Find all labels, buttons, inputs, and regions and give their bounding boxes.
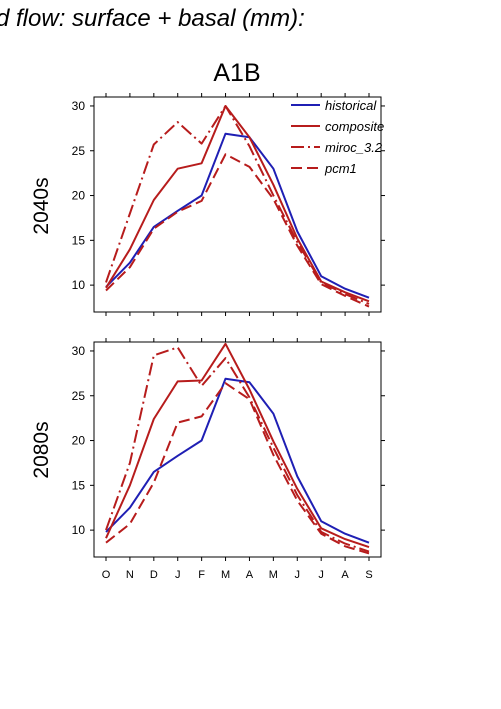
- y-tick-label: 25: [72, 389, 86, 403]
- series-line-composite: [105, 342, 370, 549]
- series-line-pcm1: [105, 153, 370, 308]
- x-tick-label: J: [175, 569, 181, 581]
- panel-2040s: 2040s 10 15 20 25 30: [30, 93, 385, 316]
- x-tick-label: A: [341, 569, 349, 581]
- y-tick-label: 30: [72, 99, 86, 113]
- y-tick-label: 20: [72, 189, 86, 203]
- y-tick-label: 10: [72, 278, 86, 292]
- y-tick-label: 30: [72, 344, 86, 358]
- x-tick-label: A: [246, 569, 254, 581]
- panel-title: A1B: [213, 59, 260, 87]
- x-tick-label: O: [102, 569, 111, 581]
- series-line-miroc-3-2: [105, 346, 370, 553]
- legend-label: composite: [325, 119, 384, 134]
- x-tick-label: F: [198, 569, 205, 581]
- x-tick-label: M: [221, 569, 230, 581]
- x-tick-label: S: [365, 569, 372, 581]
- figure-suptitle: d flow: surface + basal (mm):: [0, 5, 305, 32]
- row-label-2040s: 2040s: [30, 177, 53, 234]
- y-tick-label: 15: [72, 478, 86, 492]
- x-tick-label: J: [295, 569, 301, 581]
- y-tick-label: 15: [72, 233, 86, 247]
- x-tick-label: J: [318, 569, 324, 581]
- row-label-2080s: 2080s: [30, 421, 53, 478]
- y-tick-label: 10: [72, 523, 86, 537]
- series-line-miroc-3-2: [105, 105, 370, 305]
- series-line-historical: [105, 377, 370, 544]
- y-tick-label: 25: [72, 144, 86, 158]
- legend: historical composite miroc_3.2 pcm1: [291, 98, 384, 176]
- x-tick-label: D: [150, 569, 158, 581]
- panel-2080s: 2080s 10 15 20 25 30: [30, 338, 385, 561]
- plot-frame: [93, 96, 382, 313]
- series-line-historical: [105, 132, 370, 299]
- y-tick-label: 20: [72, 434, 86, 448]
- legend-label: miroc_3.2: [325, 140, 383, 155]
- plot-frame: [93, 341, 382, 558]
- legend-label: pcm1: [324, 161, 357, 176]
- x-tick-label: N: [126, 569, 134, 581]
- x-tick-label: M: [269, 569, 278, 581]
- series-line-pcm1: [105, 382, 370, 555]
- legend-label: historical: [325, 98, 377, 113]
